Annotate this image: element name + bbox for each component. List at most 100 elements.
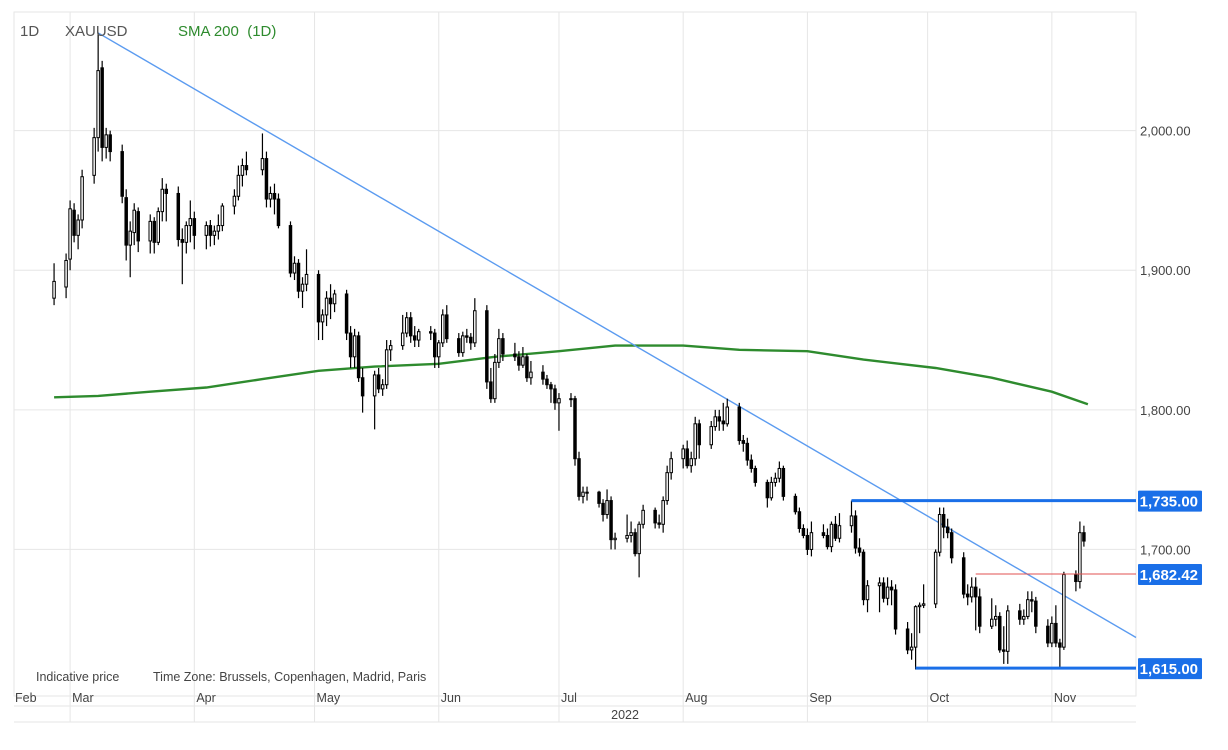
candle [681,444,685,469]
candle [998,612,1002,653]
price-tag-label: 1,735.00 [1140,494,1198,511]
sma-200-line [54,344,1089,406]
candle-body [1034,600,1038,627]
candle-body [1026,599,1030,617]
candle [120,144,124,204]
candle-body [300,283,305,292]
candle [781,465,786,501]
candle [400,314,405,350]
candle-body [809,532,814,550]
candle-body [380,384,385,390]
candle [360,367,365,413]
price-tag: 1,615.00 [1138,658,1202,680]
candle-body [376,374,381,390]
candle [1006,605,1010,664]
candle-body [685,448,689,467]
candle [80,169,84,229]
candle-body [344,293,349,334]
candle-body [905,628,910,651]
candle-body [404,317,409,334]
candles [52,32,1086,670]
candle [465,328,469,343]
candle [717,409,721,431]
candle-body [969,586,974,598]
candle-body [136,211,140,242]
candle [1018,603,1022,625]
candle [961,552,966,599]
candle-body [457,338,461,354]
candle-body [913,606,918,648]
candle [777,461,782,483]
candle-body [781,467,786,497]
candle [685,440,689,469]
candle [96,32,100,152]
candle [212,225,217,246]
candle [1022,609,1026,625]
candle [72,203,76,243]
candle [184,221,189,254]
candle-body [657,522,661,525]
candle-body [1046,625,1050,644]
candle [384,340,389,389]
candle [933,549,938,609]
candle [581,486,585,504]
candle [1082,525,1086,547]
candle [801,524,806,539]
candle-body [164,188,169,194]
candle-body [737,406,742,442]
candle [749,454,754,473]
candle [260,133,265,176]
candle [264,151,269,208]
candle [625,514,629,543]
candle [76,214,80,250]
price-tag: 1,682.42 [1138,563,1202,585]
candle [741,434,746,452]
y-tick-label: 1,700.00 [1140,542,1191,557]
x-tick-label: Nov [1054,691,1077,705]
grid [13,11,1137,723]
candle [829,521,834,553]
candle-body [104,134,108,148]
candle [773,472,778,487]
candle-body [204,225,209,236]
candle-body [445,314,449,340]
candle [380,379,385,396]
candle [745,437,750,466]
candle [853,510,858,554]
candle-body [525,356,529,379]
candle-body [861,551,866,601]
candle-body [665,472,669,502]
candle [697,419,701,459]
candle-body [1030,599,1034,602]
candle [605,489,609,519]
candle [665,465,669,505]
candle [1030,591,1034,613]
candle-body [769,481,774,499]
candle-body [829,523,834,548]
candle-body [188,218,193,227]
candle [597,490,601,508]
candle [272,183,277,215]
trendline-layer [97,32,1137,639]
candle-body [108,134,112,153]
candle-body [577,458,581,497]
y-tick-label: 2,000.00 [1140,124,1191,139]
candle [973,577,978,631]
candle-body [837,525,842,539]
candle [849,500,854,533]
candle-body [681,448,685,460]
candle-body [124,197,128,246]
x-tick-label: Jun [441,691,461,705]
candle [609,496,613,550]
candle [180,228,185,285]
candle-body [429,331,433,334]
candle [629,521,633,543]
candle-body [1058,642,1062,648]
candle-body [573,398,577,460]
price-tag-bg [1138,490,1202,512]
candle-body [1078,532,1082,583]
candle [433,328,437,368]
candle-body [990,618,994,627]
candle [1058,638,1062,669]
